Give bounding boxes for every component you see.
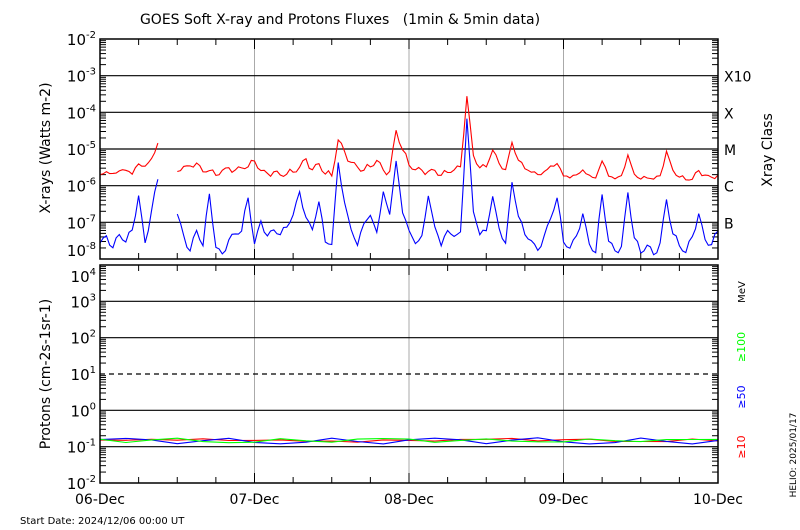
x-tick-label: 09-Dec bbox=[539, 492, 589, 508]
series-line-x-ray-short-0-05-0-4-nm- bbox=[99, 118, 719, 256]
x-axis: 06-Dec 07-Dec 08-Dec 09-Dec 10-Dec bbox=[75, 39, 743, 508]
xray-class-label: Xray Class bbox=[760, 113, 776, 187]
y-tick-label: 104 bbox=[71, 267, 96, 286]
y-tick-label: 10-6 bbox=[67, 177, 96, 196]
x-tick-label: 08-Dec bbox=[384, 492, 434, 508]
xray-class-m: M bbox=[724, 143, 736, 159]
start-date-label: Start Date: 2024/12/06 00:00 UT bbox=[20, 516, 185, 527]
y-tick-label: 10-2 bbox=[67, 474, 96, 493]
y-tick-label: 10-3 bbox=[67, 67, 96, 86]
chart-title: GOES Soft X-ray and Protons Fluxes (1min… bbox=[140, 12, 540, 28]
credit-label: HELIO: 2025/01/17 bbox=[789, 413, 799, 498]
x-tick-label: 06-Dec bbox=[75, 492, 125, 508]
xray-class-x10: X10 bbox=[724, 70, 751, 86]
y-tick-label: 10-8 bbox=[67, 241, 96, 260]
xray-y-axis-label: X-rays (Watts m-2) bbox=[38, 82, 54, 213]
series-line-x-ray-long-0-1-0-8-nm- bbox=[99, 96, 719, 181]
y-tick-label: 101 bbox=[71, 365, 96, 384]
series-line--10 bbox=[99, 437, 719, 443]
y-tick-label: 10-2 bbox=[67, 30, 96, 49]
y-tick-label: 10-1 bbox=[67, 438, 96, 457]
y-tick-label: 103 bbox=[71, 292, 96, 311]
xray-class-x: X bbox=[724, 106, 734, 122]
y-tick-label: 100 bbox=[71, 401, 96, 420]
x-tick-label: 10-Dec bbox=[693, 492, 743, 508]
x-tick-label: 07-Dec bbox=[230, 492, 280, 508]
proton-panel: 10-2 10-1 100 101 102 103 104 bbox=[67, 264, 719, 493]
series-line--100 bbox=[99, 437, 719, 444]
y-tick-label: 10-7 bbox=[67, 213, 96, 232]
xray-panel: 10-8 10-7 10-6 10-5 10-4 10-3 10-2 B C M X X10 bbox=[67, 30, 751, 260]
xray-class-b: B bbox=[724, 216, 734, 232]
y-tick-label: 10-5 bbox=[67, 140, 96, 159]
legend-ge50: ≥50 bbox=[735, 385, 748, 408]
proton-y-axis-label: Protons (cm-2s-1sr-1) bbox=[38, 299, 54, 449]
xray-class-c: C bbox=[724, 180, 734, 196]
mev-label: MeV bbox=[737, 281, 748, 303]
legend-ge10: ≥10 bbox=[735, 435, 748, 458]
y-tick-label: 10-4 bbox=[67, 103, 96, 122]
series-line--50 bbox=[99, 437, 719, 445]
y-tick-label: 102 bbox=[71, 329, 96, 348]
legend-ge100: ≥100 bbox=[735, 332, 748, 362]
